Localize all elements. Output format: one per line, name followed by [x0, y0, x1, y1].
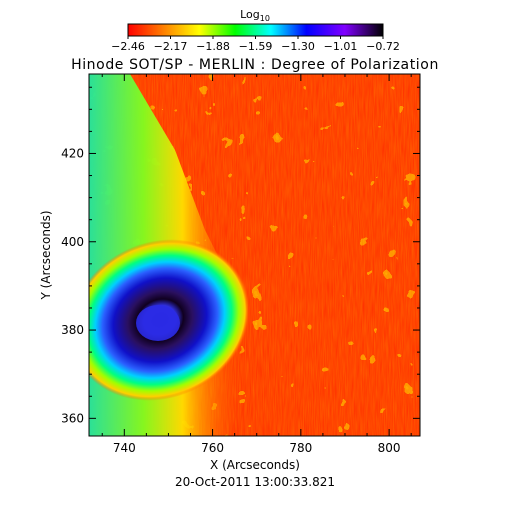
sunspot-umbra [136, 305, 180, 341]
colorbar-tick-label: −0.72 [366, 40, 400, 53]
colorbar-tick-label: −1.01 [324, 40, 358, 53]
colorbar-ticks: −2.46 −2.17 −1.88 −1.59 −1.30 −1.01 −0.72 [111, 36, 400, 53]
y-tick-label: 420 [61, 146, 84, 160]
colorbar-tick-label: −2.17 [154, 40, 188, 53]
x-tick-label: 760 [201, 441, 224, 455]
colorbar-tick-label: −1.88 [196, 40, 230, 53]
timestamp: 20-Oct-2011 13:00:33.821 [175, 475, 335, 489]
y-tick-label: 360 [61, 411, 84, 425]
colorbar-tick-label: −2.46 [111, 40, 145, 53]
x-tick-label: 800 [378, 441, 401, 455]
x-axis: 740 760 780 800 [101, 74, 412, 455]
colorbar-tick-label: −1.30 [281, 40, 315, 53]
chart-title: Hinode SOT/SP - MERLIN : Degree of Polar… [71, 57, 439, 73]
x-axis-title: X (Arcseconds) [210, 458, 300, 472]
y-tick-label: 400 [61, 235, 84, 249]
colorbar [127, 23, 384, 37]
x-tick-label: 740 [113, 441, 136, 455]
x-tick-label: 780 [289, 441, 312, 455]
y-axis: 360 380 400 420 [61, 86, 420, 425]
colorbar-title: Log10 [240, 8, 270, 23]
plot-frame [88, 73, 421, 437]
colorbar-tick-label: −1.59 [239, 40, 273, 53]
y-tick-label: 380 [61, 323, 84, 337]
heatmap-image [89, 74, 420, 436]
y-axis-title: Y (Arcseconds) [39, 210, 53, 300]
